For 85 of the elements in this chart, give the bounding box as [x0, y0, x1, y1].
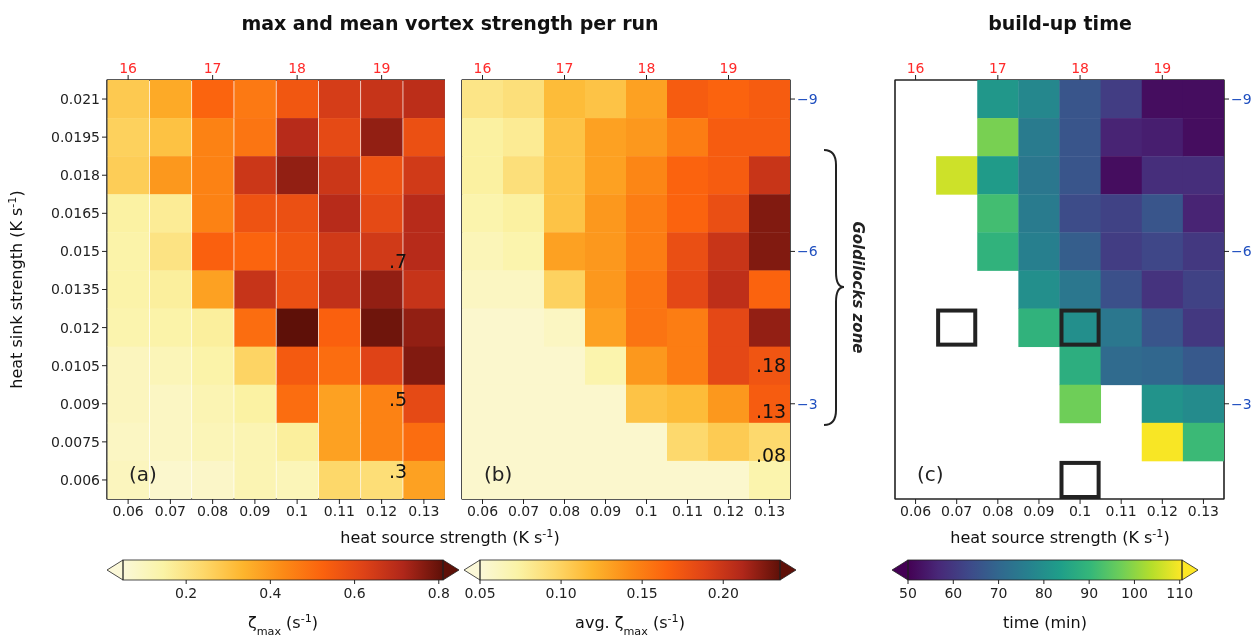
x2-tick-label: 19	[719, 60, 738, 76]
x-tick-label: 0.07	[507, 502, 540, 519]
annotation: (c)	[917, 462, 944, 486]
x2-tick-label: 16	[119, 60, 138, 76]
x-tick-label: 0.12	[712, 502, 745, 519]
y-tick-label: 0.021	[59, 91, 100, 108]
annotation: .08	[755, 444, 787, 466]
y-tick-label: 0.0075	[51, 433, 100, 450]
x2-tick-label: 17	[555, 60, 574, 76]
x-tick-label: 0.13	[1187, 502, 1220, 519]
x2-tick-label: 16	[473, 60, 492, 76]
x-tick-label: 0.1	[285, 502, 309, 519]
annotation: .7	[388, 250, 408, 272]
color-bar-label: 90	[1080, 585, 1099, 601]
y-tick-label: 0.015	[59, 243, 100, 260]
x2-tick-label: 17	[988, 60, 1007, 76]
text: −6	[797, 243, 818, 260]
y-tick-label: 0.018	[59, 167, 100, 184]
x-tick-label: 0.11	[323, 502, 355, 519]
text: Goldilocks zone	[849, 221, 867, 354]
x-axis-title: heat source strength (K s$^{-1}$)	[950, 526, 1170, 547]
annotation: (b)	[484, 462, 513, 486]
annotation: .13	[755, 400, 787, 422]
color-bar-label: 100	[1121, 585, 1148, 601]
color-bar-label: 0.8	[427, 585, 450, 601]
y-tick-label: 0.0195	[51, 129, 100, 146]
x2-tick-label: 19	[1153, 60, 1172, 76]
y-tick-label: 0.0135	[51, 281, 100, 298]
x-axis-title: heat source strength (K s$^{-1}$)	[340, 526, 560, 547]
x-tick-label: 0.07	[154, 502, 186, 519]
x2-tick-label: 18	[288, 60, 307, 76]
annotation: .18	[755, 354, 787, 376]
x-tick-label: 0.11	[1105, 502, 1137, 519]
color-bar-label: 0.10	[545, 585, 577, 601]
chart-title: build-up time	[988, 12, 1132, 34]
color-bar-label: 70	[989, 585, 1008, 601]
color-bar-title: ζ$_{max}$ (s$^{-1}$)	[247, 611, 319, 635]
y-tick-label: 0.0165	[51, 205, 100, 222]
x-tick-label: 0.09	[589, 502, 622, 519]
text: −9	[797, 91, 818, 108]
x-tick-label: 0.09	[1023, 502, 1055, 519]
x-tick-label: 0.13	[408, 502, 440, 519]
text: −9	[1231, 91, 1252, 108]
x2-tick-label: 19	[372, 60, 391, 76]
x-tick-label: 0.09	[239, 502, 271, 519]
x2-tick-label: 17	[203, 60, 222, 76]
color-bar-label: 0.15	[626, 585, 658, 601]
x-tick-label: 0.1	[1068, 502, 1092, 519]
y-tick-label: 0.0105	[51, 357, 100, 374]
x2-tick-label: 16	[906, 60, 925, 76]
x-tick-label: 0.07	[941, 502, 973, 519]
y-tick-label: 0.009	[59, 395, 100, 412]
annotation: .3	[388, 460, 408, 482]
color-bar-title: time (min)	[1003, 613, 1087, 632]
color-bar-title: avg. ζ$_{max}$ (s$^{-1}$)	[575, 611, 685, 635]
y-tick-label: 0.006	[59, 471, 101, 488]
text: −6	[1231, 243, 1252, 260]
color-bar-label: 0.2	[175, 585, 198, 601]
x-tick-label: 0.06	[112, 502, 144, 519]
x-tick-label: 0.08	[197, 502, 229, 519]
color-bar-label: 110	[1166, 585, 1194, 601]
color-bar-label: 60	[944, 585, 963, 601]
color-bar-label: 80	[1034, 585, 1053, 601]
x-tick-label: 0.11	[671, 502, 704, 519]
x2-tick-label: 18	[1071, 60, 1089, 76]
color-bar-label: 0.20	[707, 585, 739, 601]
x-tick-label: 0.1	[635, 502, 658, 519]
x-tick-label: 0.12	[366, 502, 398, 519]
text: −3	[1231, 395, 1252, 412]
x2-tick-label: 18	[637, 60, 656, 76]
color-bar-label: 0.05	[464, 585, 496, 601]
color-bar-label: 0.4	[259, 585, 282, 601]
x-tick-label: 0.12	[1146, 502, 1178, 519]
x-tick-label: 0.13	[753, 502, 786, 519]
text: −3	[797, 395, 818, 412]
annotation: .5	[388, 388, 408, 410]
x-tick-label: 0.08	[548, 502, 581, 519]
y-tick-label: 0.012	[59, 319, 100, 336]
annotation: (a)	[129, 462, 157, 486]
x-tick-label: 0.06	[466, 502, 499, 519]
x-tick-label: 0.08	[982, 502, 1014, 519]
chart-title: max and mean vortex strength per run	[241, 12, 659, 34]
color-bar-label: 50	[899, 585, 917, 601]
color-bar-label: 0.6	[343, 585, 366, 601]
x-tick-label: 0.06	[899, 502, 932, 519]
